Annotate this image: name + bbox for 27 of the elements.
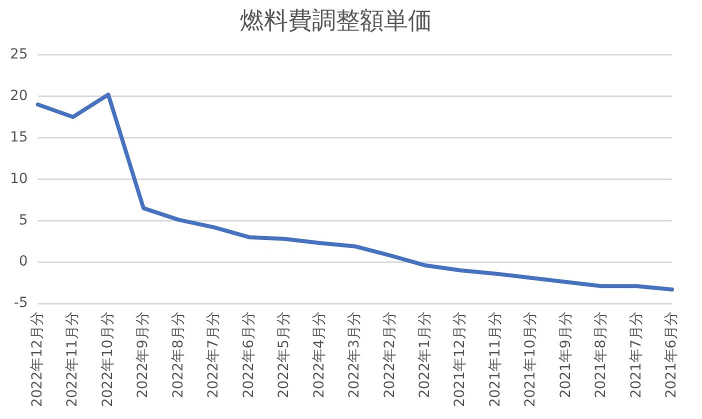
x-tick-label: 2021年9月分 — [558, 312, 574, 398]
x-tick-label: 2021年8月分 — [593, 312, 610, 398]
x-tick-label: 2022年7月分 — [206, 312, 222, 398]
y-tick-label: 25 — [10, 46, 28, 62]
x-tick-label: 2022年10月分 — [100, 312, 116, 408]
x-tick-label: 2021年10月分 — [522, 312, 539, 408]
y-tick-label: -5 — [14, 295, 28, 312]
x-tick-label: 2022年2月分 — [382, 312, 398, 398]
y-tick-label: 15 — [10, 129, 28, 146]
y-tick-label: 10 — [10, 170, 28, 187]
x-tick-label: 2022年12月分 — [29, 312, 46, 408]
x-tick-label: 2022年9月分 — [135, 312, 152, 398]
y-tick-label: 5 — [18, 212, 28, 228]
x-tick-label: 2021年11月分 — [487, 312, 504, 408]
x-tick-label: 2021年12月分 — [452, 312, 468, 408]
x-tick-label: 2021年6月分 — [664, 312, 680, 398]
x-tick-label: 2022年4月分 — [311, 312, 328, 398]
x-tick-label: 2022年6月分 — [240, 312, 257, 398]
x-tick-label: 2021年7月分 — [628, 312, 644, 398]
x-tick-label: 2022年3月分 — [346, 312, 363, 398]
x-tick-label: 2022年5月分 — [276, 312, 292, 398]
x-tick-label: 2022年1月分 — [417, 312, 434, 398]
x-tick-label: 2022年8月分 — [170, 312, 186, 398]
y-tick-label: 0 — [18, 254, 28, 270]
y-tick-label: 20 — [10, 88, 28, 104]
chart-title: 燃料費調整額単価 — [240, 6, 432, 35]
x-tick-label: 2022年11月分 — [64, 312, 81, 408]
